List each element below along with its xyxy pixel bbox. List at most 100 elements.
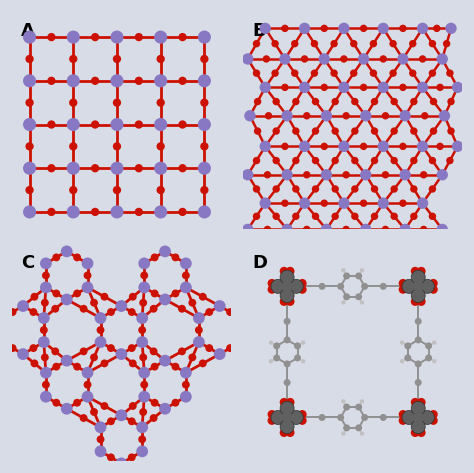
Circle shape	[260, 23, 271, 34]
Circle shape	[350, 70, 357, 77]
Circle shape	[292, 157, 300, 164]
Circle shape	[138, 257, 150, 269]
Circle shape	[341, 300, 346, 305]
Circle shape	[299, 140, 310, 152]
Circle shape	[253, 185, 260, 193]
Circle shape	[273, 354, 280, 361]
Circle shape	[193, 336, 205, 348]
Circle shape	[273, 212, 280, 220]
Circle shape	[9, 344, 17, 352]
Circle shape	[273, 342, 280, 350]
Circle shape	[128, 344, 136, 352]
Circle shape	[41, 353, 49, 361]
Circle shape	[378, 23, 389, 34]
Circle shape	[382, 226, 389, 233]
Circle shape	[283, 360, 291, 368]
Circle shape	[182, 272, 190, 280]
Circle shape	[150, 414, 157, 422]
Circle shape	[303, 171, 310, 178]
Circle shape	[235, 312, 246, 324]
Circle shape	[128, 454, 136, 461]
Circle shape	[110, 162, 124, 175]
Circle shape	[341, 399, 346, 403]
Circle shape	[138, 435, 146, 443]
Circle shape	[380, 55, 387, 62]
Circle shape	[321, 169, 332, 181]
Circle shape	[26, 186, 34, 194]
Circle shape	[299, 23, 310, 34]
Circle shape	[253, 212, 260, 220]
Circle shape	[312, 127, 319, 135]
Circle shape	[360, 25, 367, 32]
Circle shape	[341, 268, 346, 272]
Circle shape	[430, 127, 437, 135]
Circle shape	[402, 280, 416, 293]
Circle shape	[343, 424, 350, 431]
Circle shape	[80, 414, 88, 422]
Circle shape	[136, 312, 148, 324]
Circle shape	[267, 416, 276, 425]
Circle shape	[129, 293, 137, 301]
Circle shape	[52, 254, 60, 262]
Circle shape	[107, 344, 115, 352]
Circle shape	[446, 70, 454, 77]
Circle shape	[411, 270, 425, 284]
Circle shape	[151, 254, 159, 262]
Circle shape	[355, 424, 362, 431]
Circle shape	[83, 381, 91, 389]
Circle shape	[370, 70, 377, 77]
Circle shape	[154, 74, 167, 88]
Circle shape	[429, 416, 438, 425]
Circle shape	[138, 367, 150, 378]
Circle shape	[242, 169, 254, 181]
Circle shape	[140, 272, 148, 280]
Circle shape	[351, 157, 358, 164]
Circle shape	[136, 336, 148, 348]
Circle shape	[319, 53, 330, 65]
Circle shape	[253, 40, 260, 47]
Circle shape	[411, 401, 425, 415]
Circle shape	[330, 70, 338, 77]
Circle shape	[452, 82, 463, 93]
Circle shape	[298, 285, 307, 294]
Circle shape	[411, 289, 425, 303]
Circle shape	[404, 342, 411, 350]
Circle shape	[420, 280, 434, 293]
Circle shape	[73, 289, 81, 298]
Circle shape	[411, 267, 419, 276]
Circle shape	[42, 381, 50, 389]
Circle shape	[90, 353, 98, 361]
Circle shape	[151, 289, 159, 298]
Circle shape	[402, 411, 416, 424]
Circle shape	[410, 98, 418, 105]
Circle shape	[289, 411, 303, 424]
Circle shape	[135, 77, 143, 85]
Circle shape	[136, 446, 148, 457]
Circle shape	[447, 127, 455, 135]
Circle shape	[244, 110, 255, 122]
Circle shape	[391, 127, 398, 135]
Circle shape	[400, 359, 404, 363]
Circle shape	[254, 127, 261, 135]
Circle shape	[378, 140, 389, 152]
Circle shape	[303, 226, 310, 233]
Circle shape	[116, 300, 127, 312]
Circle shape	[26, 55, 34, 63]
Circle shape	[107, 308, 115, 316]
Circle shape	[136, 421, 148, 433]
Circle shape	[281, 143, 289, 150]
Circle shape	[360, 200, 367, 207]
Circle shape	[417, 198, 428, 209]
Circle shape	[282, 412, 292, 423]
Circle shape	[129, 402, 137, 410]
Circle shape	[410, 212, 418, 220]
Circle shape	[289, 280, 303, 293]
Circle shape	[303, 112, 310, 120]
Circle shape	[280, 398, 288, 407]
Circle shape	[83, 272, 91, 280]
Circle shape	[301, 341, 305, 345]
Circle shape	[129, 359, 137, 368]
Circle shape	[417, 398, 426, 407]
Circle shape	[415, 318, 422, 325]
Circle shape	[425, 342, 432, 350]
